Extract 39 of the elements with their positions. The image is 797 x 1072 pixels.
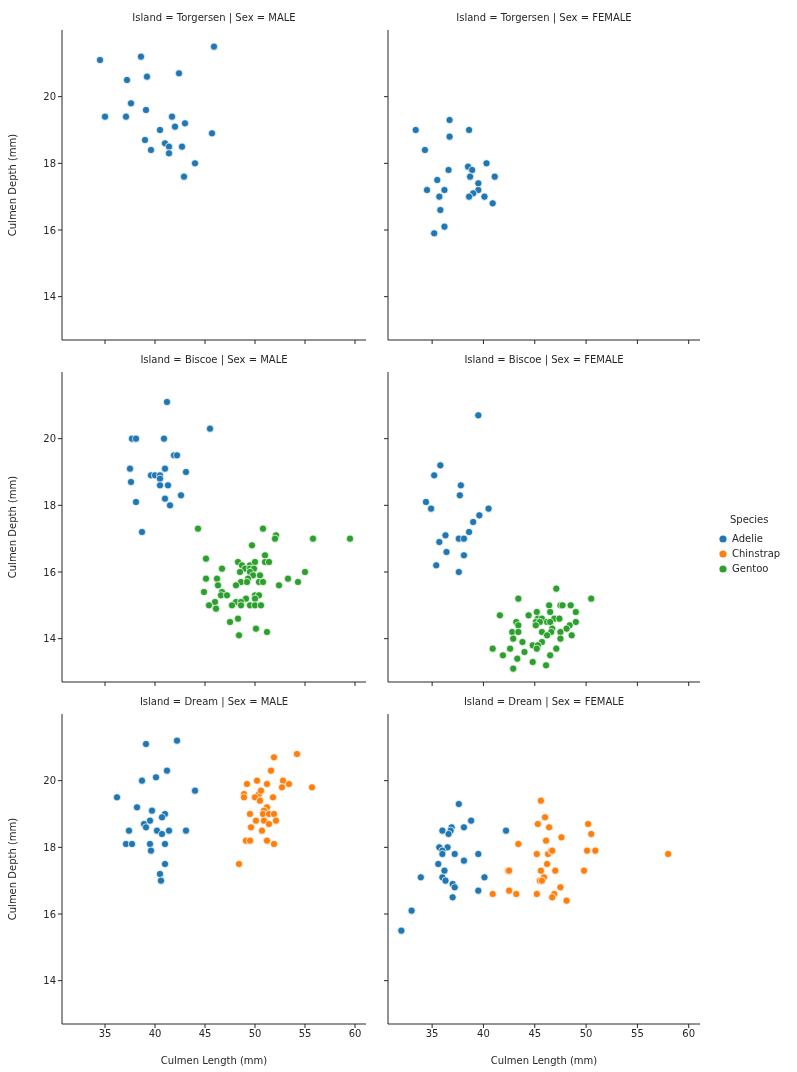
x-tick-label: 55 xyxy=(298,1028,312,1040)
y-tick-label: 20 xyxy=(43,91,56,103)
chart-title: Island = Torgersen | Sex = FEMALE xyxy=(455,12,633,23)
x-tick-label: 60 xyxy=(682,1028,696,1040)
y-tick-label: 18 xyxy=(43,157,56,169)
x-tick-label: 50 xyxy=(579,1028,593,1040)
y-tick-label: 14 xyxy=(43,975,56,987)
x-tick-label: 50 xyxy=(248,1028,262,1040)
legend-label: Chinstrap xyxy=(732,548,781,559)
x-tick-label: 55 xyxy=(631,1028,644,1040)
legend-label: Adelie xyxy=(732,533,763,544)
x-tick-label: 60 xyxy=(348,1028,362,1040)
x-tick-label: 35 xyxy=(425,1028,439,1040)
chart-title: Island = Biscoe | Sex = FEMALE xyxy=(463,354,625,365)
y-axis-title: Culmen Depth (mm) xyxy=(6,475,18,579)
y-tick-label: 14 xyxy=(43,291,56,303)
legend-title: Species xyxy=(730,514,769,525)
y-tick-label: 20 xyxy=(43,433,56,445)
y-axis-title: Culmen Depth (mm) xyxy=(6,817,18,921)
x-tick-label: 40 xyxy=(148,1028,162,1040)
y-tick-label: 14 xyxy=(43,633,56,645)
x-axis-title: Culmen Length (mm) xyxy=(160,1055,268,1066)
y-tick-label: 20 xyxy=(43,775,56,787)
chart-title: Island = Dream | Sex = MALE xyxy=(138,696,290,707)
y-tick-label: 18 xyxy=(43,499,56,511)
x-tick-label: 45 xyxy=(198,1028,212,1040)
y-tick-label: 16 xyxy=(43,566,56,578)
y-tick-label: 18 xyxy=(43,841,56,853)
y-tick-label: 16 xyxy=(43,224,56,236)
x-tick-label: 45 xyxy=(528,1028,542,1040)
legend-label: Gentoo xyxy=(732,563,769,574)
x-tick-label: 40 xyxy=(477,1028,490,1040)
y-axis-title: Culmen Depth (mm) xyxy=(6,133,18,237)
chart-title: Island = Dream | Sex = FEMALE xyxy=(462,696,626,707)
y-tick-label: 16 xyxy=(43,908,56,920)
x-tick-label: 35 xyxy=(98,1028,112,1040)
chart-title: Island = Biscoe | Sex = MALE xyxy=(139,354,289,365)
chart-title: Island = Torgersen | Sex = MALE xyxy=(131,12,297,23)
x-axis-title: Culmen Length (mm) xyxy=(490,1055,598,1066)
